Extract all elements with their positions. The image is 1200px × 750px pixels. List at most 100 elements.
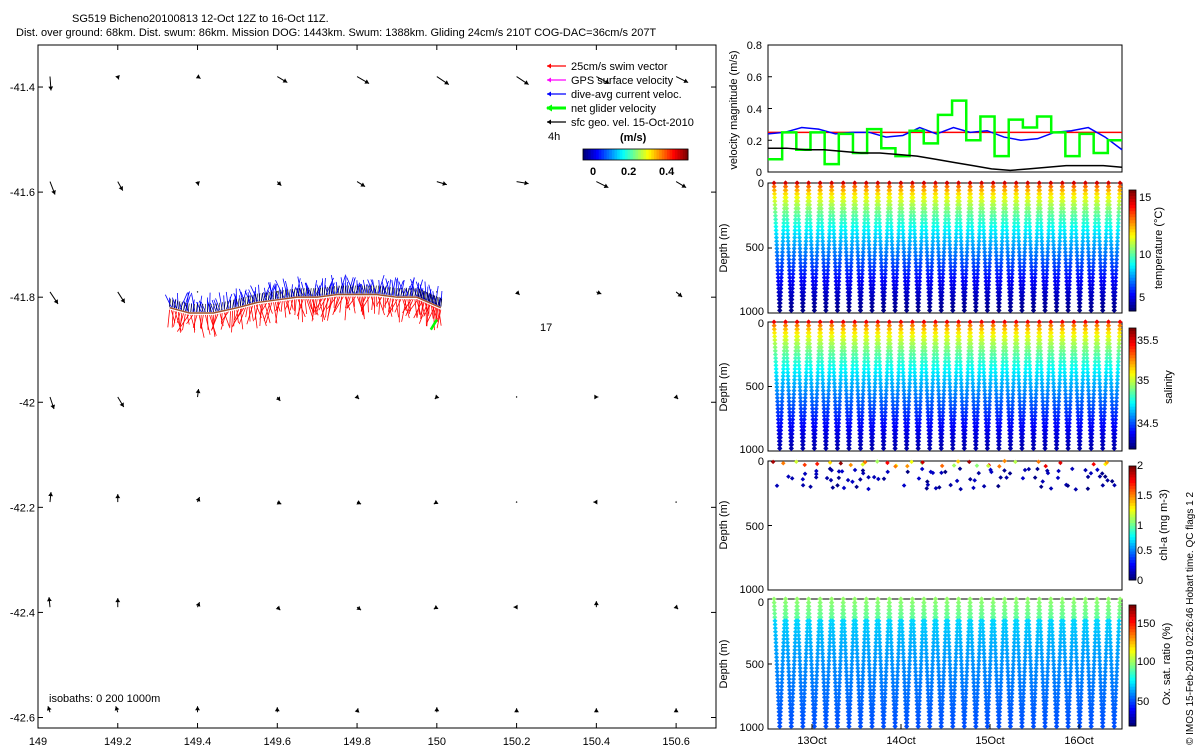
temperature-point: [824, 289, 830, 295]
temperature-point: [914, 278, 920, 284]
geo-vector: [275, 396, 281, 402]
map-cbar-cell: [667, 149, 671, 160]
temperature-panel: Depth (m) 0 500 1000 15 10 5 temperature…: [718, 178, 1165, 318]
temperature-cbar-cell: [1129, 208, 1136, 212]
temperature-point: [882, 286, 888, 292]
geo-vector-head: [276, 181, 282, 186]
temperature-point: [784, 213, 790, 219]
geo-vector-head: [513, 604, 518, 610]
velocity-series: [767, 44, 1123, 173]
temperature-point: [813, 271, 819, 277]
gps-vector: [268, 291, 270, 301]
geo-vector-head: [275, 396, 281, 402]
swim-vector: [200, 314, 202, 329]
geo-vector: [433, 604, 439, 610]
temperature-point: [854, 231, 860, 237]
map-cbar-cell: [659, 149, 663, 160]
temperature-point: [942, 224, 948, 230]
swim-vector: [362, 296, 365, 320]
gps-vector: [344, 285, 347, 294]
temperature-point: [899, 209, 905, 215]
swim-vector: [284, 300, 290, 311]
geo-vector: [115, 74, 120, 80]
temperature-point: [875, 184, 881, 190]
geo-vector: [195, 388, 201, 398]
temperature-point: [928, 271, 934, 277]
temperature-point: [779, 264, 785, 270]
temperature-point: [861, 224, 867, 230]
temperature-point: [881, 307, 887, 313]
swim-vector: [179, 313, 184, 325]
temperature-cbar-cell: [1129, 298, 1136, 303]
temperature-point: [860, 260, 866, 266]
temperature-point: [797, 253, 803, 259]
swim-vector: [311, 299, 316, 322]
temperature-point: [823, 304, 829, 310]
gps-vector: [258, 293, 261, 302]
gps-vector: [209, 303, 212, 312]
temperature-point: [779, 256, 785, 262]
geo-vector-head: [683, 78, 689, 83]
temperature-point: [942, 216, 948, 222]
temperature-point: [892, 300, 899, 306]
gps-vector: [232, 299, 234, 308]
geo-vector: [47, 597, 52, 608]
temperature-point: [888, 224, 894, 230]
swim-vector: [334, 296, 344, 313]
temperature-point: [846, 307, 852, 313]
map-cbar-cell: [583, 149, 587, 160]
geo-vector: [673, 604, 679, 610]
temperature-point: [784, 216, 790, 222]
temperature-point: [877, 224, 883, 230]
map-xtick-label: 149.4: [184, 736, 212, 748]
temperature-point: [793, 213, 799, 219]
temperature-point: [862, 213, 868, 219]
vel-ytick-2: 0.4: [747, 104, 762, 116]
temperature-point: [827, 220, 833, 226]
gps-vector: [361, 285, 363, 294]
temperature-point: [879, 278, 885, 284]
temperature-point: [906, 249, 912, 255]
colorbar-unit: (m/s): [620, 132, 647, 144]
legend-gps-label: GPS surface velocity: [571, 75, 674, 87]
swim-vector: [332, 296, 341, 316]
temperature-point: [833, 278, 839, 284]
salinity-cbar-tick-2: 34.5: [1137, 418, 1158, 430]
legend-geo-label: sfc geo. vel. 15-Oct-2010: [571, 117, 694, 129]
temperature-point: [816, 209, 822, 215]
salinity-cbar-tick-0: 35.5: [1137, 335, 1158, 347]
swim-vector: [344, 296, 348, 321]
gps-vector: [190, 303, 193, 312]
geo-vector: [195, 181, 200, 186]
swim-vector: [405, 299, 414, 317]
gps-vector: [215, 303, 218, 312]
gps-vector: [434, 296, 437, 305]
gps-vector: [305, 288, 307, 297]
temperature-point: [917, 264, 923, 270]
temperature-point: [838, 227, 844, 233]
temperature-point: [871, 271, 877, 277]
geo-vector: [673, 708, 679, 713]
temperature-cbar-cell: [1129, 256, 1136, 261]
temperature-point: [897, 209, 903, 215]
temperature-point: [861, 220, 868, 226]
gps-vector: [402, 288, 405, 297]
temperature-point: [780, 231, 786, 237]
map-cbar-cell: [606, 149, 610, 160]
temperature-point: [848, 271, 854, 277]
gps-vector: [196, 303, 198, 312]
map-cbar-cell: [590, 149, 594, 160]
temperature-point: [894, 260, 900, 266]
temperature-point: [773, 231, 779, 237]
temperature-point: [934, 220, 940, 226]
geo-vector: [516, 76, 529, 85]
temperature-point: [928, 278, 934, 284]
gps-vector: [333, 286, 335, 295]
geo-vector: [49, 396, 56, 410]
temperature-point: [905, 278, 911, 284]
temperature-point: [786, 264, 792, 270]
temperature-cbar-cell: [1129, 250, 1136, 255]
temperature-point: [821, 264, 827, 270]
temperature-point: [908, 216, 914, 222]
temperature-point: [919, 224, 925, 230]
